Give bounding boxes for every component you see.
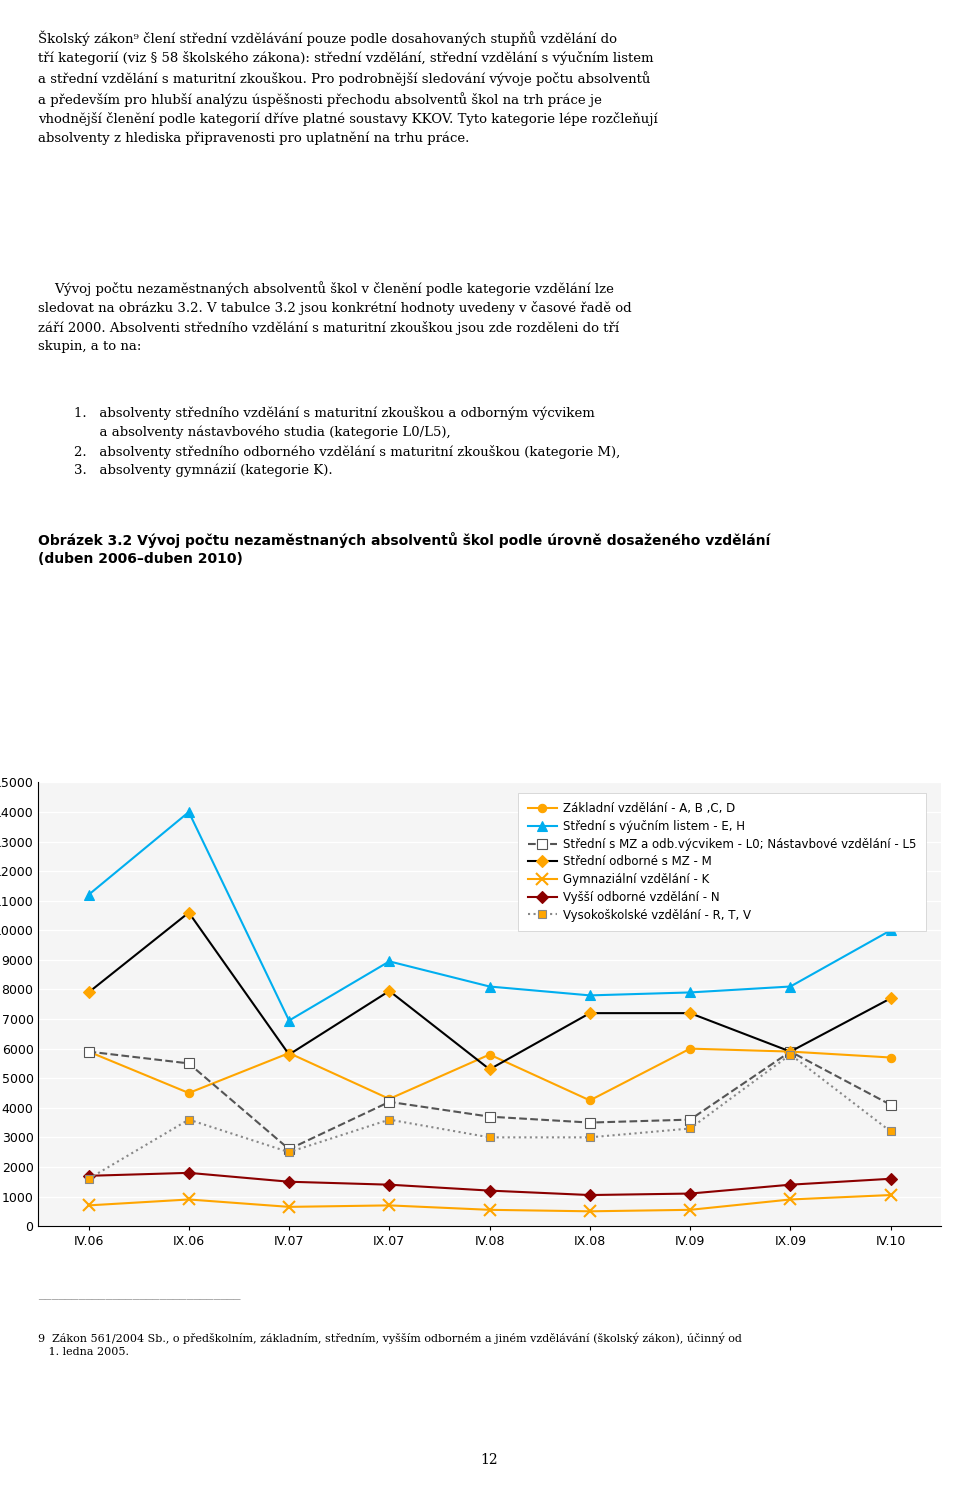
Text: Školský zákon⁹ člení střední vzdělávání pouze podle dosahovaných stupňů vzdělání: Školský zákon⁹ člení střední vzdělávání … bbox=[38, 30, 659, 145]
Text: 1.   absolventy středního vzdělání s maturitní zkouškou a odborným výcvikem
    : 1. absolventy středního vzdělání s matur… bbox=[75, 407, 621, 478]
Text: ──────────────────────────────: ────────────────────────────── bbox=[38, 1293, 241, 1304]
Text: 9  Zákon 561/2004 Sb., o předškolním, základním, středním, vyšším odborném a jin: 9 Zákon 561/2004 Sb., o předškolním, zák… bbox=[38, 1332, 742, 1356]
Text: Vývoj počtu nezaměstnaných absolventů škol v členění podle kategorie vzdělání lz: Vývoj počtu nezaměstnaných absolventů šk… bbox=[38, 280, 632, 353]
Text: 12: 12 bbox=[481, 1453, 498, 1468]
Text: Obrázek 3.2 Vývoj počtu nezaměstnaných absolventů škol podle úrovně dosaženého v: Obrázek 3.2 Vývoj počtu nezaměstnaných a… bbox=[38, 532, 771, 567]
Legend: Základní vzdělání - A, B ,C, D, Střední s výučním listem - E, H, Střední s MZ a : Základní vzdělání - A, B ,C, D, Střední … bbox=[518, 793, 925, 931]
